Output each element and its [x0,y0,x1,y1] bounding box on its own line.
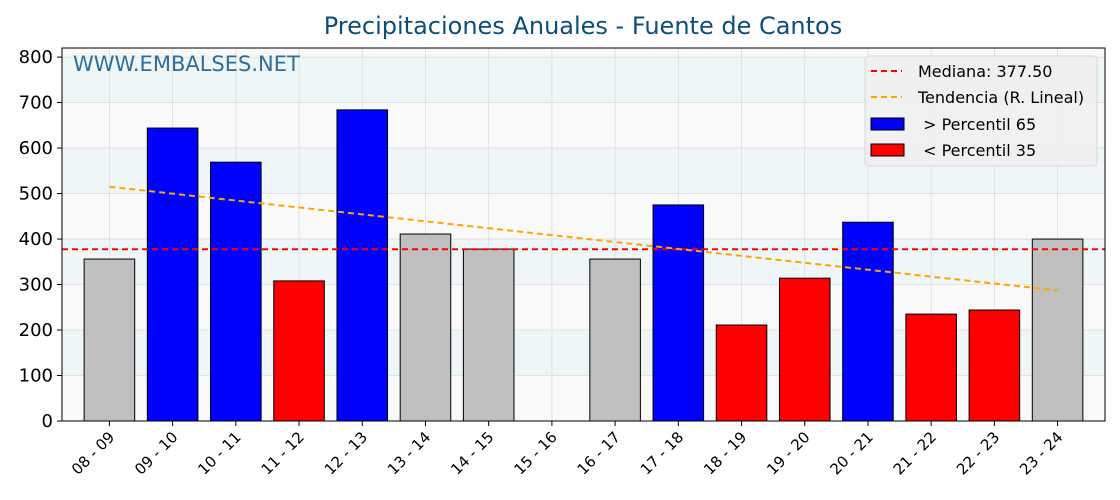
legend: Mediana: 377.50 Tendencia (R. Lineal) > … [864,55,1098,167]
x-tick-label: 11 - 12 [258,428,308,478]
legend-high-swatch [870,117,905,131]
bar-14-15 [462,248,515,422]
x-tick-label: 19 - 20 [763,428,813,478]
x-tick-label: 18 - 19 [700,428,750,478]
y-tick-label: 500 [19,184,53,205]
x-tick-label: 09 - 10 [131,428,181,478]
bar-08-09 [83,258,136,422]
plot-frame [61,47,1106,422]
x-tick-label: 23 - 24 [1016,428,1066,478]
y-tick-label: 400 [19,229,53,250]
bar-16-17 [589,258,641,422]
bar-17-18 [652,204,705,422]
x-tick-label: 15 - 16 [510,428,560,478]
y-tick-label: 800 [19,47,53,68]
y-tick-label: 100 [19,366,53,387]
x-tick-label: 20 - 21 [826,428,876,478]
bar-12-13 [336,109,389,422]
x-tick-label: 08 - 09 [68,428,118,478]
legend-trend-label: Tendencia (R. Lineal) [917,88,1084,107]
legend-high-label: > Percentil 65 [918,115,1036,134]
x-tick-label: 22 - 23 [953,428,1003,478]
legend-median-label: Mediana: 377.50 [918,62,1052,81]
bar-21-22 [905,313,957,422]
watermark: WWW.EMBALSES.NET [73,52,300,76]
y-tick-label: 0 [42,411,53,432]
y-tick-label: 200 [19,320,53,341]
x-tick-label: 10 - 11 [194,428,244,478]
bar-10-11 [210,161,262,422]
x-tick-label: 21 - 22 [890,428,940,478]
x-tick-label: 12 - 13 [321,428,371,478]
trend-line [109,185,1058,292]
bar-13-14 [399,233,452,422]
y-tick-label: 600 [19,138,53,159]
bar-20-21 [842,221,894,422]
bar-11-12 [273,280,325,422]
x-tick-label: 13 - 14 [384,428,434,478]
legend-low-swatch [870,143,905,157]
x-tick-label: 16 - 17 [574,428,624,478]
bar-19-20 [778,277,831,422]
legend-low-label: < Percentil 35 [918,141,1036,160]
bar-22-23 [968,309,1021,422]
chart-title: Precipitaciones Anuales - Fuente de Cant… [324,12,842,40]
bar-23-24 [1031,238,1084,422]
bar-18-19 [715,324,768,422]
x-tick-label: 14 - 15 [447,428,497,478]
y-tick-label: 300 [19,275,53,296]
x-tick-label: 17 - 18 [637,428,687,478]
y-tick-label: 700 [19,93,53,114]
bar-09-10 [146,127,199,422]
